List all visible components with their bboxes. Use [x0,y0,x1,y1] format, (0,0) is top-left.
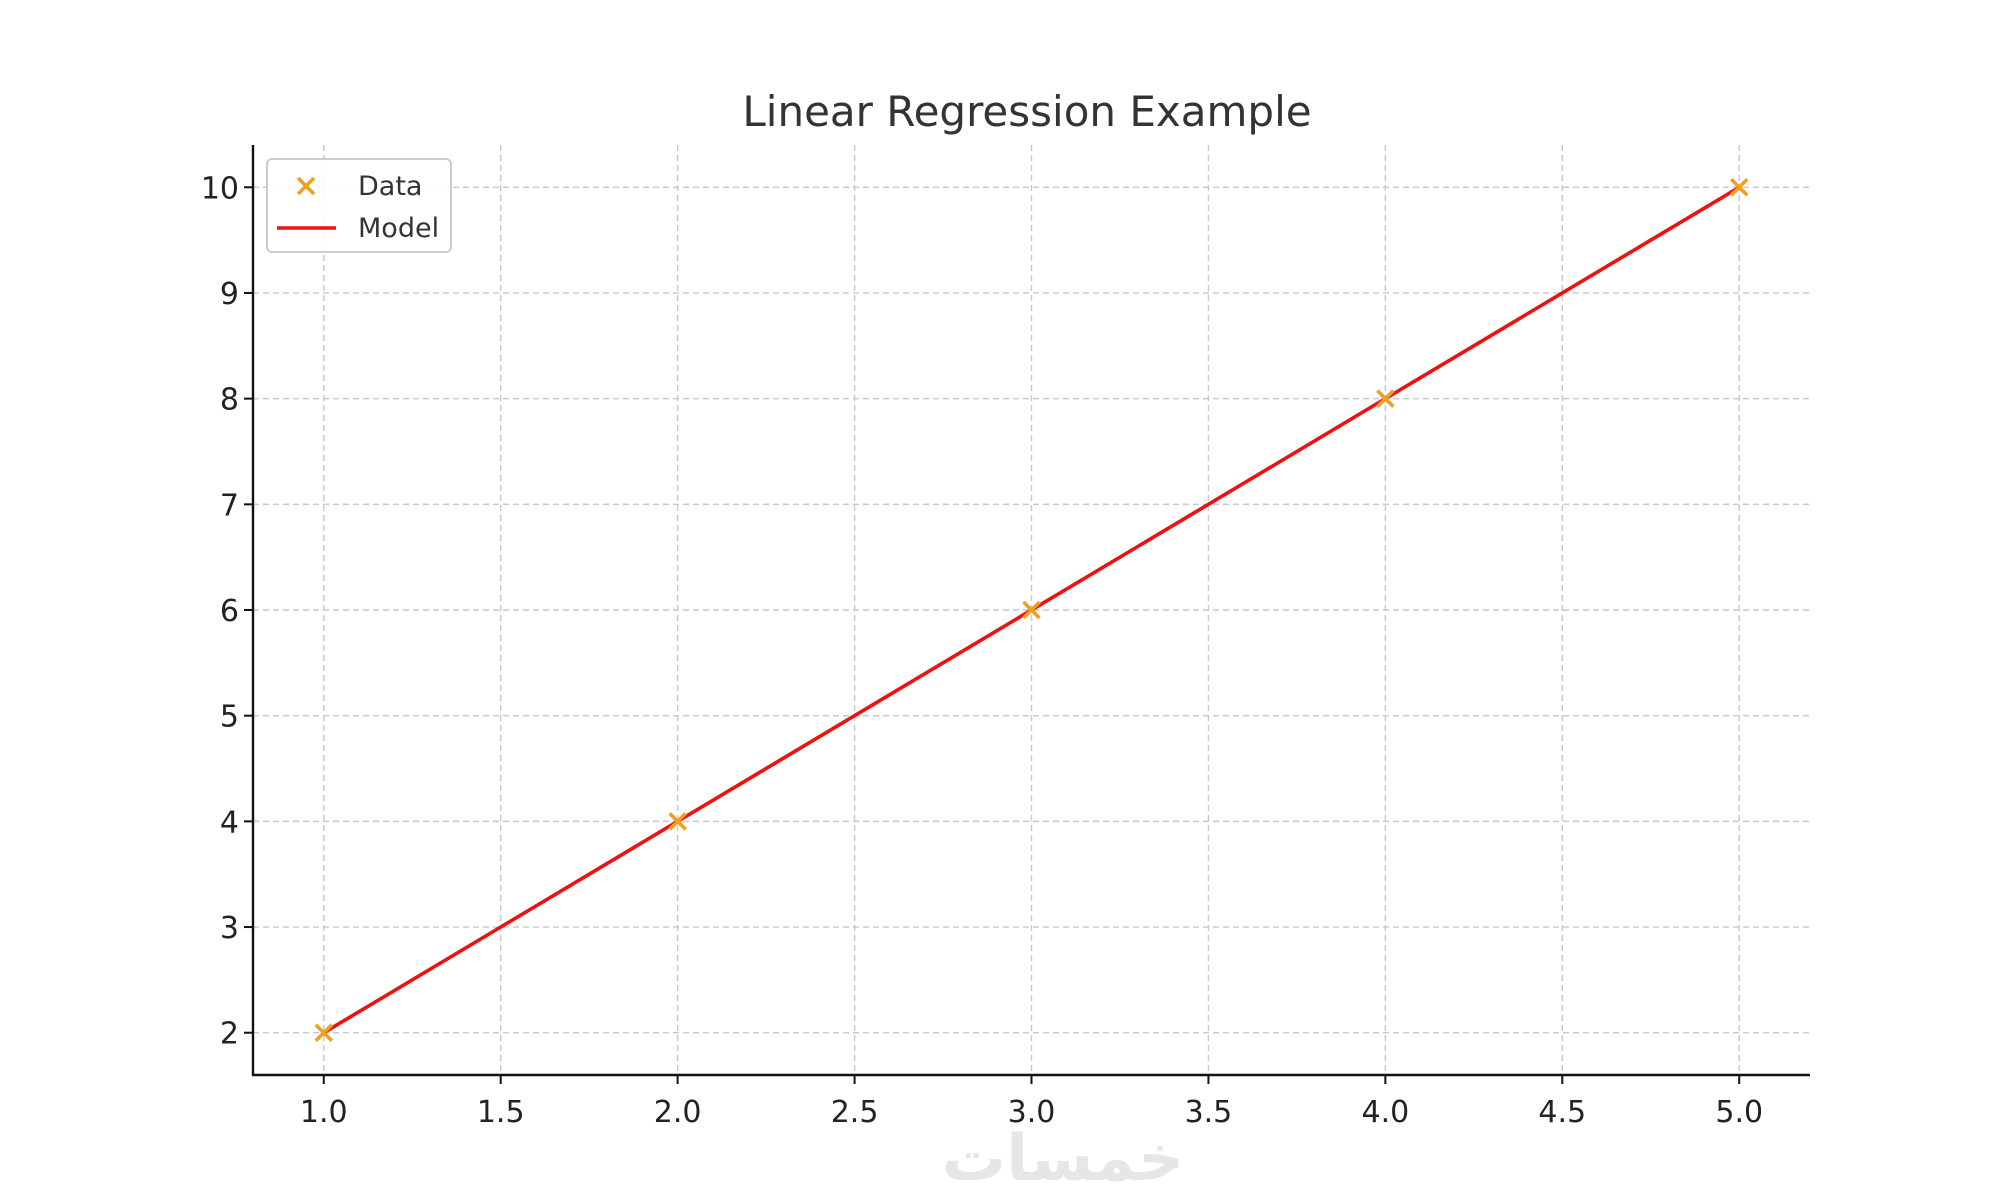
x-tick-label: 5.0 [1715,1095,1763,1130]
legend-marker-x-icon [296,176,316,196]
y-tick-label: 2 [220,1017,239,1052]
y-tick-label: 5 [220,700,239,735]
y-tick-label: 9 [220,277,239,312]
legend-label: Data [358,171,422,202]
y-tick-label: 6 [220,594,239,629]
data-point-marker [668,812,687,831]
x-tick-label: 2.0 [654,1095,702,1130]
legend-item: Model [277,213,439,244]
x-tick-label: 4.0 [1362,1095,1410,1130]
y-tick-label: 3 [220,911,239,946]
watermark-logo: خمسات [942,1122,1185,1196]
x-tick-label: 2.5 [831,1095,879,1130]
chart-title: Linear Regression Example [742,87,1311,136]
data-point-marker [1376,389,1395,408]
y-tick-label: 8 [220,383,239,418]
x-tick-label: 1.0 [300,1095,348,1130]
x-tick-label: 3.5 [1185,1095,1233,1130]
y-tick-label: 7 [220,488,239,523]
series [314,177,1749,1043]
legend-item: Data [296,171,422,202]
y-tick-label: 10 [201,171,239,206]
data-point-marker [1729,177,1749,197]
y-tick-label: 4 [220,805,239,840]
legend-label: Model [358,213,439,244]
x-tick-label: 1.5 [477,1095,525,1130]
legend: Data Model [266,158,452,253]
x-tick-label: 3.0 [1008,1095,1056,1130]
data-point-marker [1022,600,1041,620]
ticks: 1.0 1.5 2.0 2.5 3.0 3.5 4.0 4.5 5.0 2 3 4 5 6 7 8 9 10 [201,171,1763,1130]
x-tick-label: 4.5 [1538,1095,1586,1130]
data-point-marker [314,1023,334,1043]
